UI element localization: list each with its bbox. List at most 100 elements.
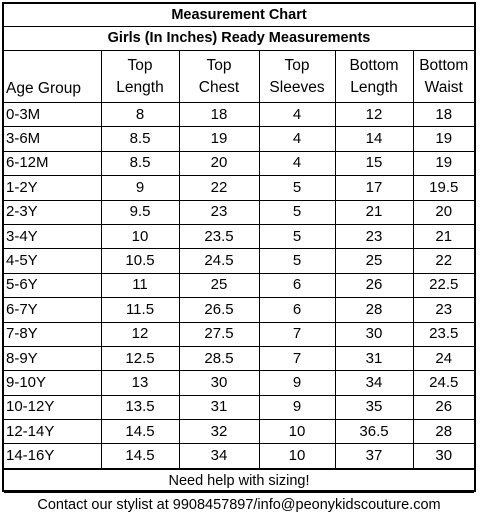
measurement-cell: 4	[258, 126, 336, 152]
header-line: Top	[127, 56, 153, 74]
age-group-cell: 6-12M	[4, 150, 102, 177]
measurement-cell: 12.5	[100, 345, 180, 372]
measurement-cell: 19	[412, 126, 474, 152]
measurement-cell: 23.5	[178, 223, 260, 250]
measurement-cell: 31	[334, 345, 414, 372]
measurement-cell: 13	[100, 370, 180, 396]
measurement-cell: 6	[258, 272, 336, 299]
measurement-cell: 19	[178, 126, 260, 152]
measurement-cell: 23	[412, 297, 474, 323]
measurement-cell: 34	[334, 370, 414, 396]
measurement-cell: 28	[412, 419, 474, 445]
measurement-cell: 4	[258, 150, 336, 177]
age-group-cell: 14-16Y	[4, 443, 102, 469]
header-line: Top	[284, 56, 310, 74]
measurement-cell: 5	[258, 199, 336, 225]
age-group-cell: 7-8Y	[4, 321, 102, 347]
age-group-cell: 10-12Y	[4, 394, 102, 421]
header-line: Top	[206, 56, 232, 74]
header-top-chest: Top Chest	[178, 51, 260, 103]
measurement-cell: 20	[412, 199, 474, 225]
measurement-cell: 26	[412, 394, 474, 421]
table-row: 6-12M 8.5 20 4 15 19	[4, 150, 474, 177]
measurement-cell: 5	[258, 175, 336, 201]
measurement-cell: 6	[258, 297, 336, 323]
header-age-group: Age Group	[4, 51, 102, 103]
age-group-cell: 5-6Y	[4, 272, 102, 299]
age-group-cell: 2-3Y	[4, 199, 102, 225]
measurement-cell: 10	[258, 419, 336, 445]
measurement-cell: 28	[334, 297, 414, 323]
age-group-cell: 9-10Y	[4, 370, 102, 396]
measurement-cell: 25	[178, 272, 260, 299]
header-top-sleeves: Top Sleeves	[258, 51, 336, 103]
header-line: Length	[116, 78, 164, 96]
measurement-cell: 27.5	[178, 321, 260, 347]
measurement-cell: 11	[100, 272, 180, 299]
measurement-cell: 22.5	[412, 272, 474, 299]
age-group-cell: 12-14Y	[4, 419, 102, 445]
measurement-cell: 22	[412, 248, 474, 274]
header-line: Sleeves	[269, 78, 325, 96]
measurement-cell: 10	[258, 443, 336, 469]
age-group-cell: 4-5Y	[4, 248, 102, 274]
age-group-cell: 0-3M	[4, 101, 102, 128]
measurement-cell: 30	[178, 370, 260, 396]
measurement-cell: 4	[258, 101, 336, 128]
header-line: Bottom	[419, 56, 469, 74]
measurement-cell: 7	[258, 321, 336, 347]
table-row: 14-16Y 14.5 34 10 37 30	[4, 443, 474, 469]
measurement-cell: 31	[178, 394, 260, 421]
measurement-cell: 22	[178, 175, 260, 201]
measurement-cell: 26	[334, 272, 414, 299]
measurement-cell: 18	[412, 101, 474, 128]
chart-subtitle: Girls (In Inches) Ready Measurements	[4, 27, 474, 51]
table-row: 1-2Y 9 22 5 17 19.5	[4, 175, 474, 201]
measurement-table: Age Group Top Length Top Chest Top Sleev…	[4, 51, 474, 469]
table-row: 7-8Y 12 27.5 7 30 23.5	[4, 321, 474, 347]
measurement-cell: 37	[334, 443, 414, 469]
header-line: Bottom	[349, 56, 399, 74]
measurement-cell: 21	[412, 223, 474, 250]
measurement-cell: 24.5	[412, 370, 474, 396]
measurement-chart: Measurement Chart Girls (In Inches) Read…	[2, 2, 476, 513]
measurement-cell: 20	[178, 150, 260, 177]
measurement-cell: 25	[334, 248, 414, 274]
measurement-cell: 26.5	[178, 297, 260, 323]
measurement-cell: 17	[334, 175, 414, 201]
measurement-cell: 13.5	[100, 394, 180, 421]
measurement-cell: 12	[334, 101, 414, 128]
measurement-cell: 10	[100, 223, 180, 250]
measurement-cell: 7	[258, 345, 336, 372]
measurement-cell: 32	[178, 419, 260, 445]
measurement-cell: 14.5	[100, 419, 180, 445]
header-bottom-length: Bottom Length	[334, 51, 414, 103]
measurement-cell: 15	[334, 150, 414, 177]
measurement-cell: 14.5	[100, 443, 180, 469]
measurement-cell: 23.5	[412, 321, 474, 347]
table-row: 6-7Y 11.5 26.5 6 28 23	[4, 297, 474, 323]
measurement-cell: 9	[258, 370, 336, 396]
table-row: 3-4Y 10 23.5 5 23 21	[4, 223, 474, 250]
measurement-cell: 35	[334, 394, 414, 421]
table-body: 0-3M 8 18 4 12 18 3-6M 8.5 19 4 14 19 6-12M 8.5 20 4 15 1…	[4, 101, 474, 469]
table-header-row: Age Group Top Length Top Chest Top Sleev…	[4, 51, 474, 103]
table-row: 3-6M 8.5 19 4 14 19	[4, 126, 474, 152]
table-row: 0-3M 8 18 4 12 18	[4, 101, 474, 128]
measurement-cell: 8.5	[100, 126, 180, 152]
chart-title: Measurement Chart	[4, 4, 474, 27]
measurement-cell: 24.5	[178, 248, 260, 274]
measurement-cell: 19.5	[412, 175, 474, 201]
measurement-cell: 30	[412, 443, 474, 469]
measurement-cell: 8	[100, 101, 180, 128]
sizing-help-text: Need help with sizing!	[4, 468, 474, 493]
header-line: Chest	[198, 78, 240, 96]
table-row: 12-14Y 14.5 32 10 36.5 28	[4, 419, 474, 445]
measurement-cell: 5	[258, 223, 336, 250]
measurement-cell: 9	[258, 394, 336, 421]
age-group-cell: 8-9Y	[4, 345, 102, 372]
measurement-cell: 14	[334, 126, 414, 152]
measurement-cell: 30	[334, 321, 414, 347]
header-age-group-label: Age Group	[6, 80, 81, 97]
table-row: 2-3Y 9.5 23 5 21 20	[4, 199, 474, 225]
